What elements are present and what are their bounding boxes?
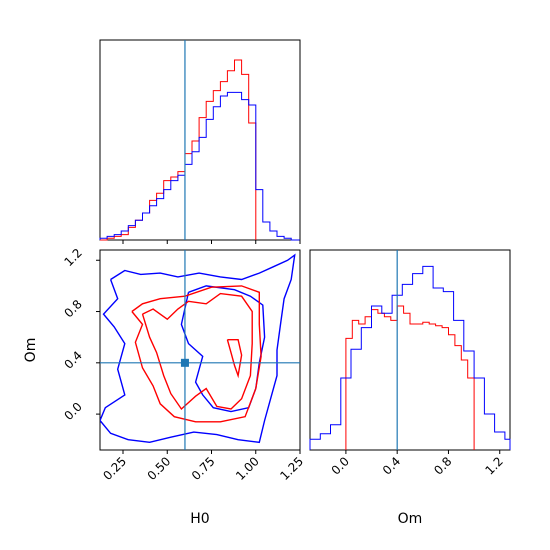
om-hist-series-1 bbox=[309, 265, 511, 450]
contour-x-tick-label-3: 1.00 bbox=[233, 454, 262, 483]
contour-x-tick-label-1: 0.50 bbox=[145, 454, 174, 483]
panel-h0-histogram bbox=[99, 39, 301, 244]
axes-frame-contour bbox=[99, 249, 301, 451]
om-hist-x-tick-label-3: 1.2 bbox=[482, 454, 505, 477]
contour-truth-marker bbox=[180, 358, 189, 367]
x-axis-title-h0: H0 bbox=[190, 511, 209, 527]
contour-series-0-level-0 bbox=[100, 253, 296, 444]
h0-hist-series-0 bbox=[100, 59, 257, 241]
axes-frame-om-hist bbox=[309, 249, 511, 451]
h0-hist-series-1 bbox=[99, 91, 300, 241]
om-hist-series-0 bbox=[345, 305, 475, 450]
contour-area bbox=[100, 250, 300, 450]
panel-contour: 0.25 0.50 0.75 1.00 1.25 0.0 0.4 0.8 1.2 H0 Om bbox=[23, 246, 306, 527]
contour-y-tick-label-0: 0.0 bbox=[61, 400, 84, 423]
om-hist-x-tick-label-1: 0.4 bbox=[380, 454, 403, 477]
contour-series-1-level-0 bbox=[131, 285, 262, 423]
contour-y-tick-label-2: 0.8 bbox=[61, 297, 84, 320]
contour-x-tick-label-0: 0.25 bbox=[100, 454, 129, 483]
om-hist-x-tick-label-0: 0.0 bbox=[329, 454, 352, 477]
contour-x-tick-label-4: 1.25 bbox=[277, 454, 306, 483]
contour-y-tick-label-1: 0.4 bbox=[61, 348, 84, 371]
x-axis-title-om: Om bbox=[398, 511, 423, 527]
om-hist-x-tick-label-2: 0.8 bbox=[431, 454, 454, 477]
contour-series-1-level-2 bbox=[226, 339, 243, 379]
contour-series-1-level-1 bbox=[141, 292, 253, 411]
contour-x-tick-label-2: 0.75 bbox=[189, 454, 218, 483]
panel-om-histogram: 0.0 0.4 0.8 1.2 Om bbox=[309, 249, 511, 527]
contour-y-tick-label-3: 1.2 bbox=[61, 246, 84, 269]
y-axis-title-om: Om bbox=[23, 338, 39, 363]
axes-frame-h0-hist bbox=[99, 39, 301, 241]
